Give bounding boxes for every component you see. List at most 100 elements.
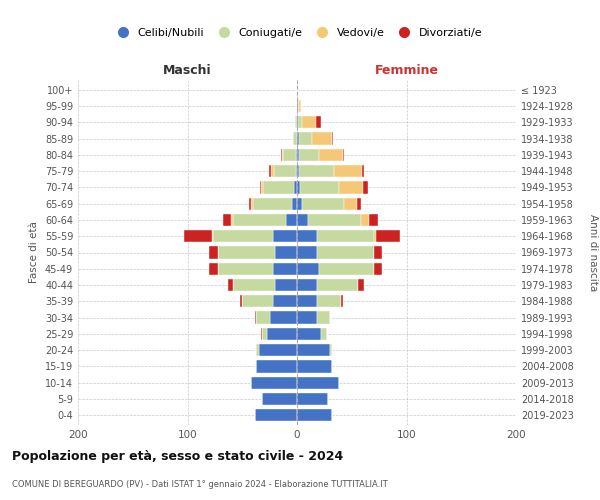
Bar	[261, 182, 263, 194]
Bar	[334, 165, 362, 177]
Bar	[317, 279, 358, 291]
Bar	[297, 100, 298, 112]
Bar	[299, 100, 301, 112]
Bar	[297, 165, 299, 177]
Bar	[297, 328, 321, 340]
Bar	[317, 312, 330, 324]
Bar	[297, 393, 328, 405]
Bar	[341, 295, 343, 308]
Bar	[283, 149, 296, 161]
Bar	[261, 328, 262, 340]
Bar	[233, 214, 286, 226]
Bar	[298, 116, 302, 128]
Bar	[209, 262, 218, 275]
Bar	[212, 230, 273, 242]
Bar	[308, 214, 361, 226]
Bar	[273, 262, 297, 275]
Bar	[268, 328, 297, 340]
Bar	[297, 360, 332, 372]
Bar	[317, 230, 374, 242]
Bar	[302, 116, 316, 128]
Text: Popolazione per età, sesso e stato civile - 2024: Popolazione per età, sesso e stato civil…	[12, 450, 343, 463]
Bar	[374, 230, 376, 242]
Bar	[274, 165, 296, 177]
Bar	[260, 182, 261, 194]
Bar	[297, 182, 300, 194]
Bar	[269, 312, 297, 324]
Bar	[273, 295, 297, 308]
Bar	[344, 198, 357, 210]
Bar	[293, 132, 297, 144]
Bar	[358, 279, 364, 291]
Bar	[297, 230, 317, 242]
Bar	[297, 149, 299, 161]
Bar	[297, 132, 299, 144]
Text: Maschi: Maschi	[163, 64, 212, 76]
Bar	[362, 165, 364, 177]
Bar	[338, 182, 362, 194]
Bar	[297, 279, 317, 291]
Y-axis label: Fasce di età: Fasce di età	[29, 222, 39, 284]
Bar	[297, 116, 298, 128]
Bar	[297, 312, 317, 324]
Text: COMUNE DI BEREGUARDO (PV) - Dati ISTAT 1° gennaio 2024 - Elaborazione TUTTITALIA: COMUNE DI BEREGUARDO (PV) - Dati ISTAT 1…	[12, 480, 388, 489]
Bar	[299, 132, 313, 144]
Bar	[256, 312, 269, 324]
Bar	[286, 214, 297, 226]
Bar	[275, 246, 297, 258]
Bar	[299, 165, 334, 177]
Bar	[259, 344, 297, 356]
Bar	[374, 246, 382, 258]
Bar	[184, 230, 212, 242]
Bar	[361, 214, 369, 226]
Y-axis label: Anni di nascita: Anni di nascita	[587, 214, 598, 291]
Bar	[295, 116, 297, 128]
Bar	[256, 360, 297, 372]
Legend: Celibi/Nubili, Coniugati/e, Vedovi/e, Divorziati/e: Celibi/Nubili, Coniugati/e, Vedovi/e, Di…	[107, 24, 487, 42]
Bar	[297, 246, 317, 258]
Bar	[316, 116, 321, 128]
Bar	[263, 182, 294, 194]
Bar	[275, 279, 297, 291]
Bar	[262, 328, 268, 340]
Bar	[357, 198, 361, 210]
Bar	[218, 246, 275, 258]
Bar	[297, 409, 332, 422]
Bar	[362, 182, 368, 194]
Bar	[374, 262, 382, 275]
Bar	[330, 344, 332, 356]
Bar	[297, 344, 330, 356]
Bar	[297, 376, 338, 389]
Bar	[292, 198, 297, 210]
Bar	[249, 198, 251, 210]
Bar	[242, 295, 273, 308]
Bar	[297, 198, 302, 210]
Bar	[296, 165, 297, 177]
Bar	[299, 149, 319, 161]
Bar	[298, 100, 299, 112]
Bar	[319, 149, 343, 161]
Bar	[376, 230, 400, 242]
Bar	[321, 328, 326, 340]
Bar	[251, 376, 297, 389]
Bar	[269, 165, 271, 177]
Bar	[240, 295, 242, 308]
Bar	[332, 132, 333, 144]
Bar	[253, 198, 292, 210]
Bar	[294, 182, 297, 194]
Bar	[317, 246, 374, 258]
Bar	[228, 279, 233, 291]
Bar	[232, 214, 233, 226]
Bar	[262, 393, 297, 405]
Text: Femmine: Femmine	[374, 64, 439, 76]
Bar	[369, 214, 378, 226]
Bar	[317, 295, 341, 308]
Bar	[233, 279, 275, 291]
Bar	[296, 149, 297, 161]
Bar	[297, 262, 319, 275]
Bar	[256, 409, 297, 422]
Bar	[313, 132, 332, 144]
Bar	[218, 262, 273, 275]
Bar	[297, 214, 308, 226]
Bar	[251, 198, 253, 210]
